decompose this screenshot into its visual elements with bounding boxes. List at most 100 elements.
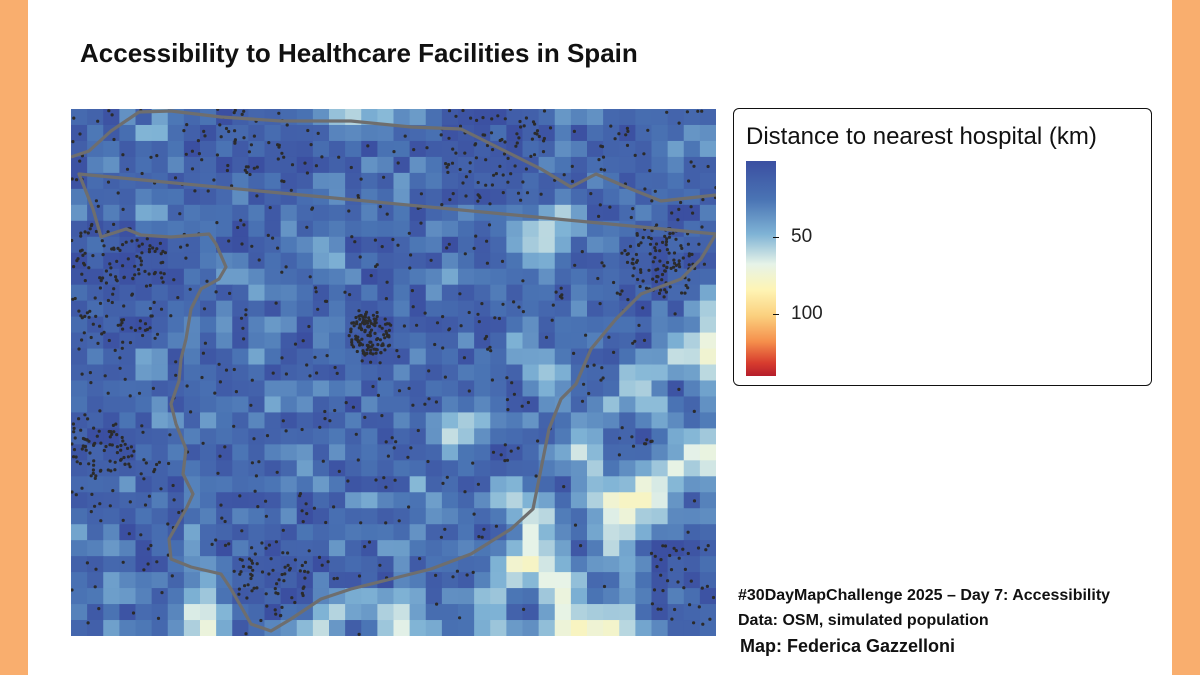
raster-cell (200, 124, 217, 142)
raster-cell (554, 300, 572, 318)
raster-cell (506, 236, 524, 254)
hospital-point (580, 250, 584, 254)
hospital-point (363, 353, 367, 357)
hospital-point (98, 301, 103, 305)
hospital-point (503, 117, 507, 121)
hospital-point (85, 311, 89, 315)
raster-cell (458, 348, 475, 366)
hospital-point (293, 342, 298, 346)
hospital-point (683, 567, 688, 571)
raster-cell (312, 140, 330, 158)
raster-cell (635, 364, 653, 382)
hospital-point (663, 269, 667, 273)
hospital-point (714, 186, 716, 190)
hospital-point (626, 298, 630, 302)
hospital-point (75, 460, 79, 464)
raster-cell (377, 156, 395, 174)
raster-cell (619, 220, 636, 238)
hospital-point (317, 555, 322, 559)
map-panel[interactable] (71, 109, 716, 636)
hospital-point (650, 229, 654, 233)
hospital-point (650, 199, 654, 203)
raster-cell (312, 508, 330, 525)
hospital-point (347, 334, 351, 338)
hospital-point (130, 293, 134, 297)
hospital-point (335, 371, 339, 375)
raster-cell (216, 476, 233, 493)
hospital-point (130, 239, 134, 243)
hospital-point (686, 286, 690, 290)
hospital-point (458, 167, 462, 172)
raster-cell (635, 156, 653, 174)
raster-cell (522, 252, 540, 270)
raster-cell (554, 556, 572, 573)
raster-cell (474, 508, 491, 525)
raster-cell (570, 252, 588, 270)
raster-cell (200, 156, 217, 174)
raster-cell (103, 524, 120, 541)
hospital-point (113, 460, 117, 464)
raster-cell (409, 268, 427, 286)
hospital-point (369, 351, 373, 355)
hospital-point (427, 397, 431, 401)
raster-cell (248, 524, 266, 541)
raster-cell (570, 268, 588, 286)
hospital-point (264, 592, 268, 596)
hospital-point (280, 270, 284, 274)
raster-cell (103, 412, 120, 429)
hospital-point (677, 387, 681, 391)
raster-cell (151, 508, 169, 525)
raster-cell (87, 604, 104, 621)
raster-cell (377, 140, 395, 158)
raster-cell (377, 268, 395, 286)
hospital-point (408, 266, 412, 270)
raster-cell (296, 252, 314, 270)
raster-cell (329, 428, 346, 445)
hospital-point (109, 430, 113, 434)
hospital-point (139, 533, 143, 537)
hospital-point (73, 436, 77, 440)
raster-cell (587, 204, 604, 222)
raster-cell (490, 380, 507, 398)
hospital-point (392, 446, 396, 450)
raster-cell (183, 236, 201, 254)
hospital-point (118, 366, 122, 370)
hospital-point (515, 132, 519, 136)
raster-cell (458, 396, 475, 414)
hospital-point (522, 607, 526, 611)
hospital-point (445, 475, 449, 479)
raster-cell (587, 380, 604, 398)
raster-cell (200, 508, 217, 525)
hospital-point (664, 240, 669, 244)
raster-cell (425, 444, 443, 461)
raster-cell (200, 572, 217, 589)
raster-cell (490, 188, 507, 206)
raster-cell (216, 556, 233, 573)
hospital-point (89, 335, 93, 340)
hospital-point (423, 311, 427, 315)
hospital-point (601, 376, 605, 380)
raster-cell (119, 508, 137, 525)
hospital-point (98, 502, 102, 506)
hospital-point (307, 549, 311, 553)
hospital-point (161, 260, 165, 264)
hospital-point (393, 478, 397, 482)
raster-cell (587, 572, 604, 589)
raster-cell (151, 188, 169, 206)
hospital-point (681, 256, 685, 260)
raster-cell (441, 492, 459, 509)
hospital-point (308, 275, 312, 279)
hospital-point (487, 223, 492, 227)
hospital-point (648, 242, 653, 246)
raster-cell (554, 540, 572, 557)
hospital-point (227, 542, 231, 546)
raster-cell (603, 236, 620, 254)
raster-cell (361, 508, 378, 525)
raster-cell (619, 396, 636, 414)
raster-cell (425, 380, 443, 398)
raster-cell (264, 109, 282, 126)
raster-cell (377, 428, 395, 445)
hospital-point (486, 347, 490, 351)
hospital-point (271, 236, 275, 240)
raster-cell (651, 460, 669, 477)
